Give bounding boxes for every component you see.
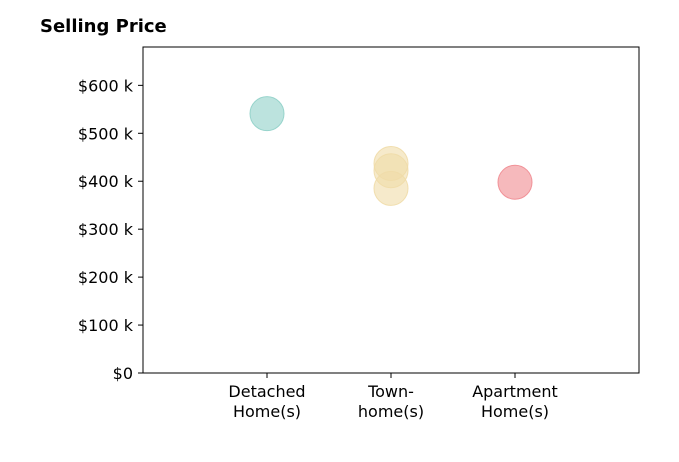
y-tick-label: $300 k [78,220,134,239]
y-tick-label: $0 [113,364,133,383]
plot-frame [142,46,640,374]
data-point [249,96,285,132]
chart-title: Selling Price [40,16,167,37]
x-axis: Detached Home(s) Town-home(s) Apartment Home… [228,373,558,421]
x-tick-label: Apartment Home(s) [472,382,558,421]
y-tick-label: $500 k [78,124,134,143]
y-tick-label: $600 k [78,76,134,95]
data-point [373,170,409,206]
x-tick-label: Detached Home(s) [228,382,305,421]
data-points [249,96,533,206]
x-tick-label: Town-home(s) [358,382,424,421]
y-tick-label: $100 k [78,316,134,335]
data-point [497,164,533,200]
y-axis: $0 $100 k $200 k $300 k $400 k $500 k $600 k [78,76,143,383]
y-tick-label: $200 k [78,268,134,287]
y-tick-label: $400 k [78,172,134,191]
